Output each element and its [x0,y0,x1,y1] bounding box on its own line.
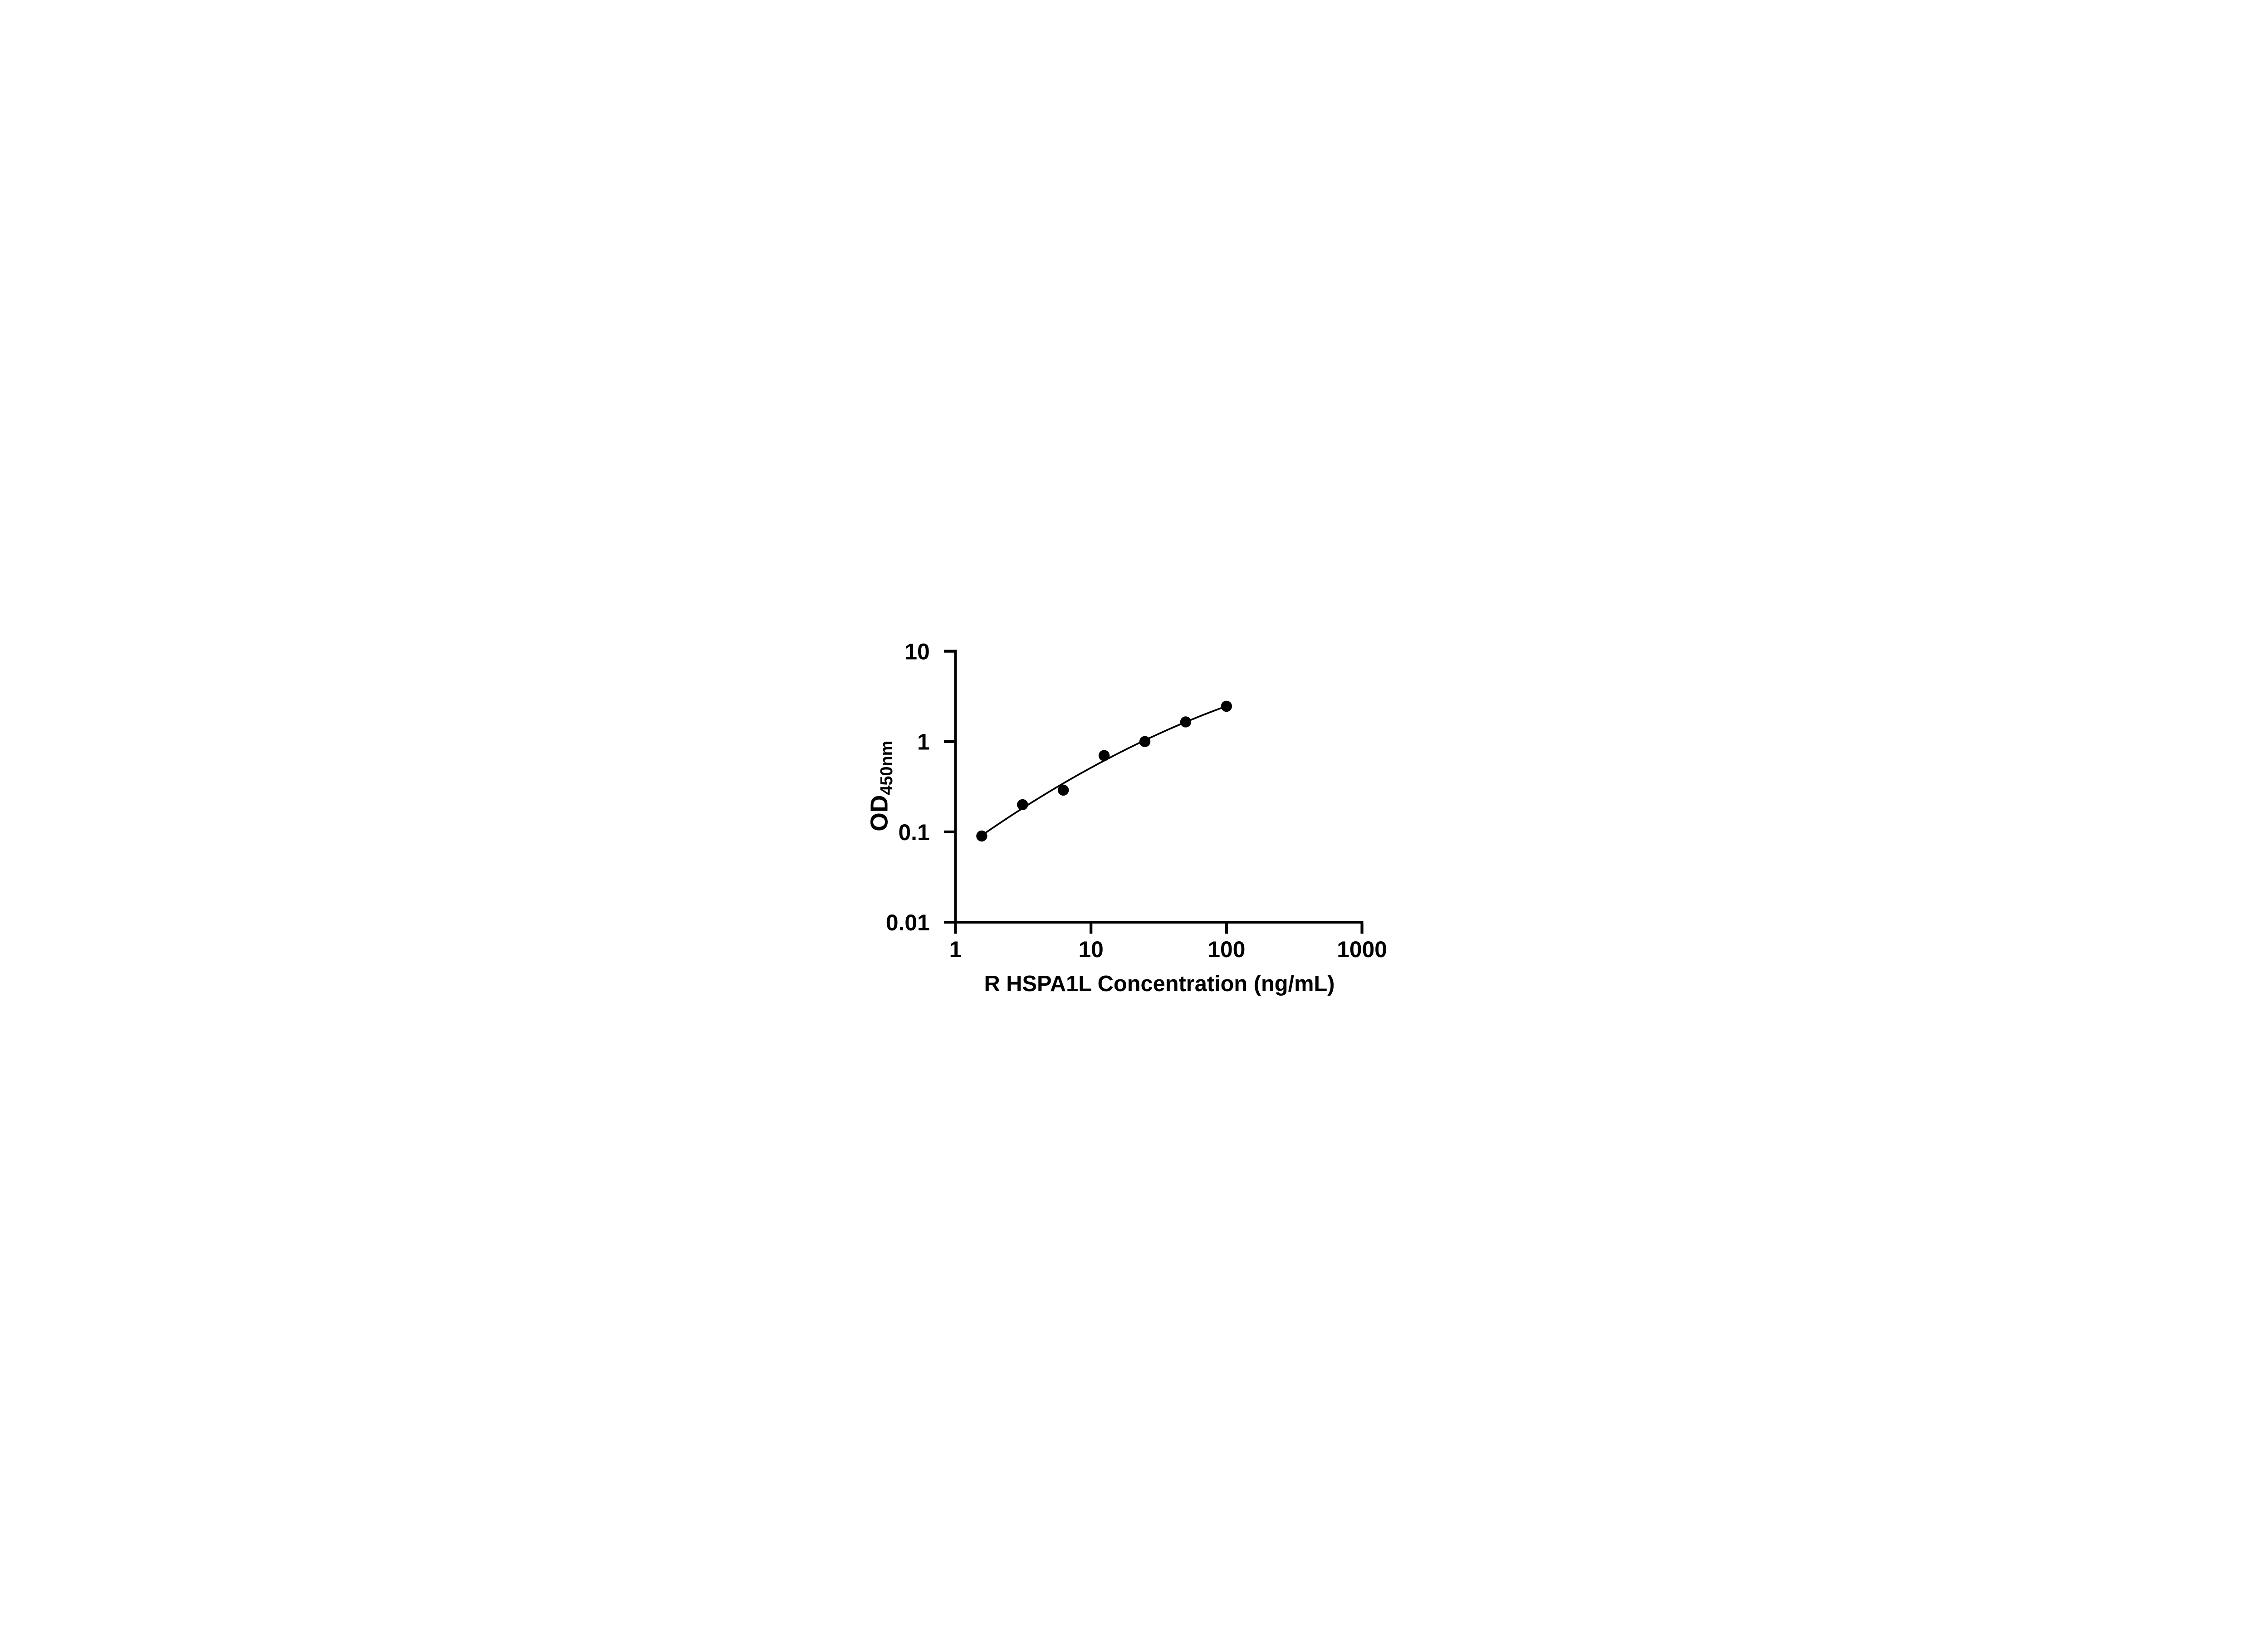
x-tick-label-100: 100 [1207,937,1245,962]
figure-container: 10 1 0.1 0.01 1 10 100 1000 R HSPA1L Concentrat… [844,613,1424,1020]
y-axis-title: OD450nm [866,741,896,831]
y-tick-label-0.01: 0.01 [886,910,930,935]
y-tick-label-0.1: 0.1 [899,820,930,845]
x-axis-title: R HSPA1L Concentration (ng/mL) [984,972,1334,996]
data-point-12.5ng-ml [1098,750,1110,761]
y-tick-label-10: 10 [904,639,929,664]
plot-area: 10 1 0.1 0.01 1 10 100 1000 [886,639,1387,962]
data-point-25ng-ml [1139,736,1151,747]
data-point-3.125ng-ml [1017,799,1028,811]
x-tick-label-1: 1 [949,937,962,962]
data-point-50ng-ml [1180,716,1192,728]
y-axis-title-subscript: 450nm [877,741,896,795]
data-point-6.25ng-ml [1057,784,1069,796]
y-axis-title-main: OD [866,795,893,831]
data-point-100ng-ml [1221,700,1232,712]
data-point-1.563ng-ml [976,830,987,842]
x-tick-label-10: 10 [1078,937,1103,962]
elisa-standard-curve-chart: 10 1 0.1 0.01 1 10 100 1000 R HSPA1L Concentrat… [844,613,1424,1020]
y-tick-label-1: 1 [917,729,930,755]
x-tick-label-1000: 1000 [1337,937,1387,962]
